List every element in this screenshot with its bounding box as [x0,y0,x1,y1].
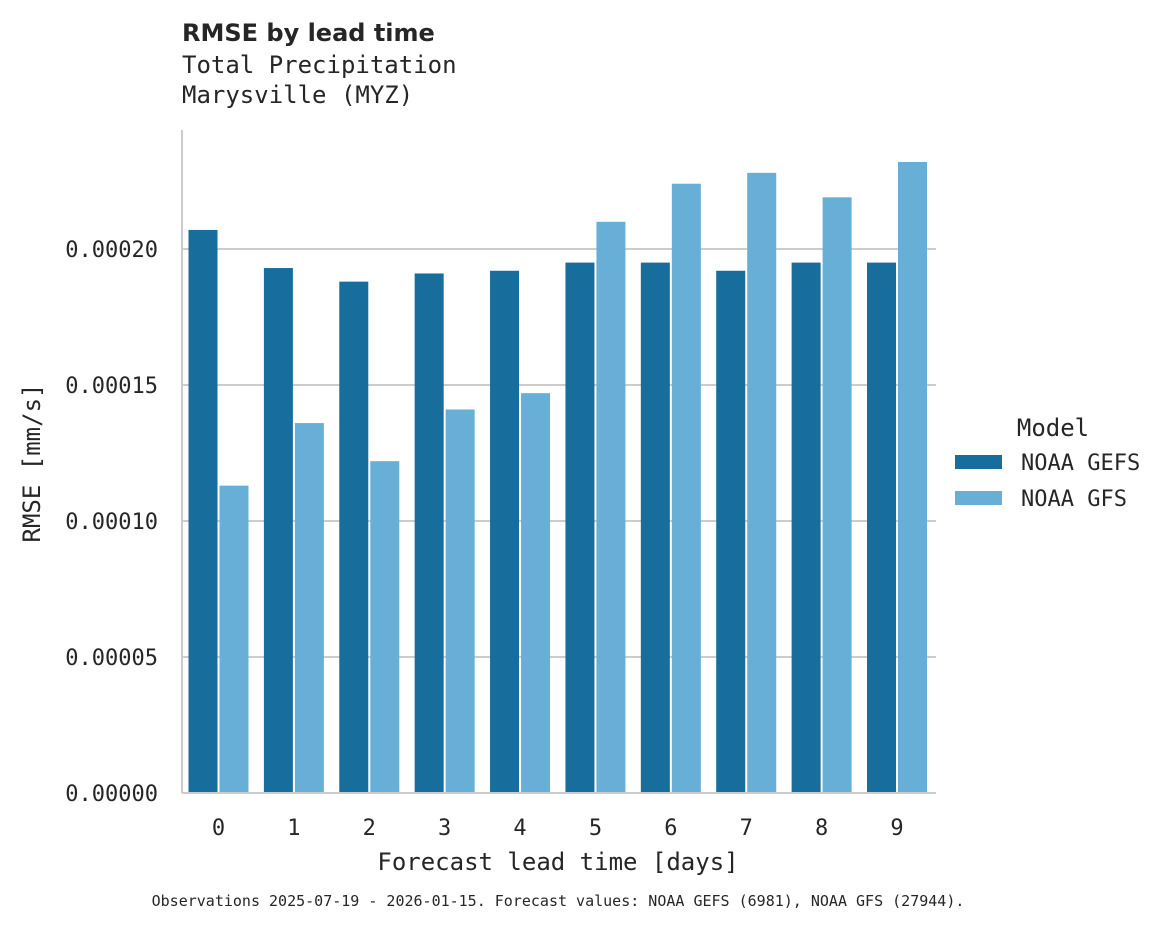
bar-noaa-gefs-0 [188,229,218,793]
bar-noaa-gefs-1 [263,268,293,793]
x-tick-label: 0 [212,816,225,841]
y-tick-label: 0.00000 [65,782,158,807]
x-axis-label: Forecast lead time [days] [377,848,738,876]
bar-noaa-gefs-7 [716,270,746,793]
chart-subtitle-line-2: Marysville (MYZ) [182,81,413,109]
x-tick-label: 2 [363,816,376,841]
y-tick-label: 0.00020 [65,238,158,263]
y-tick-label: 0.00005 [65,646,158,671]
legend-swatch-noaa-gfs [955,491,1002,505]
bar-noaa-gfs-5 [596,221,626,794]
bar-noaa-gfs-7 [747,172,777,794]
x-tick-label: 9 [890,816,903,841]
legend-label-noaa-gfs: NOAA GFS [1021,487,1127,512]
bar-noaa-gefs-2 [339,281,369,793]
x-tick-label: 6 [664,816,677,841]
bar-noaa-gfs-4 [521,393,551,793]
x-tick-label: 7 [740,816,753,841]
x-tick-label: 1 [287,816,300,841]
bar-noaa-gefs-4 [490,270,520,793]
bar-noaa-gfs-3 [445,409,475,793]
chart-subtitle-line-1: Total Precipitation [182,51,457,79]
chart-footer: Observations 2025-07-19 - 2026-01-15. Fo… [152,892,965,910]
x-tick-label: 3 [438,816,451,841]
chart-title: RMSE by lead time [182,19,435,47]
x-tick-labels: 0 1 2 3 4 5 6 7 8 9 [212,816,904,841]
bar-noaa-gfs-8 [822,197,852,793]
bar-noaa-gfs-6 [671,183,701,794]
x-tick-label: 5 [589,816,602,841]
bar-noaa-gfs-0 [219,485,249,793]
bar-noaa-gefs-9 [867,262,896,794]
bar-noaa-gefs-8 [791,262,821,794]
bar-noaa-gfs-1 [294,423,324,793]
y-tick-label: 0.00015 [65,374,158,399]
bar-noaa-gfs-9 [898,161,927,793]
bar-noaa-gefs-3 [414,273,444,794]
legend-swatch-noaa-gefs [955,455,1002,469]
bars [188,161,927,794]
y-axis-label: RMSE [mm/s] [18,384,46,543]
y-tick-labels: 0.00000 0.00005 0.00010 0.00015 0.00020 [65,238,158,807]
y-tick-label: 0.00010 [65,510,158,535]
x-tick-label: 4 [513,816,526,841]
legend: Model NOAA GEFS NOAA GFS [955,414,1140,512]
legend-title: Model [1017,414,1089,442]
bar-noaa-gfs-2 [370,461,400,793]
legend-label-noaa-gefs: NOAA GEFS [1021,451,1140,476]
bar-noaa-gefs-5 [565,262,595,794]
x-tick-label: 8 [815,816,828,841]
bar-noaa-gefs-6 [640,262,670,794]
